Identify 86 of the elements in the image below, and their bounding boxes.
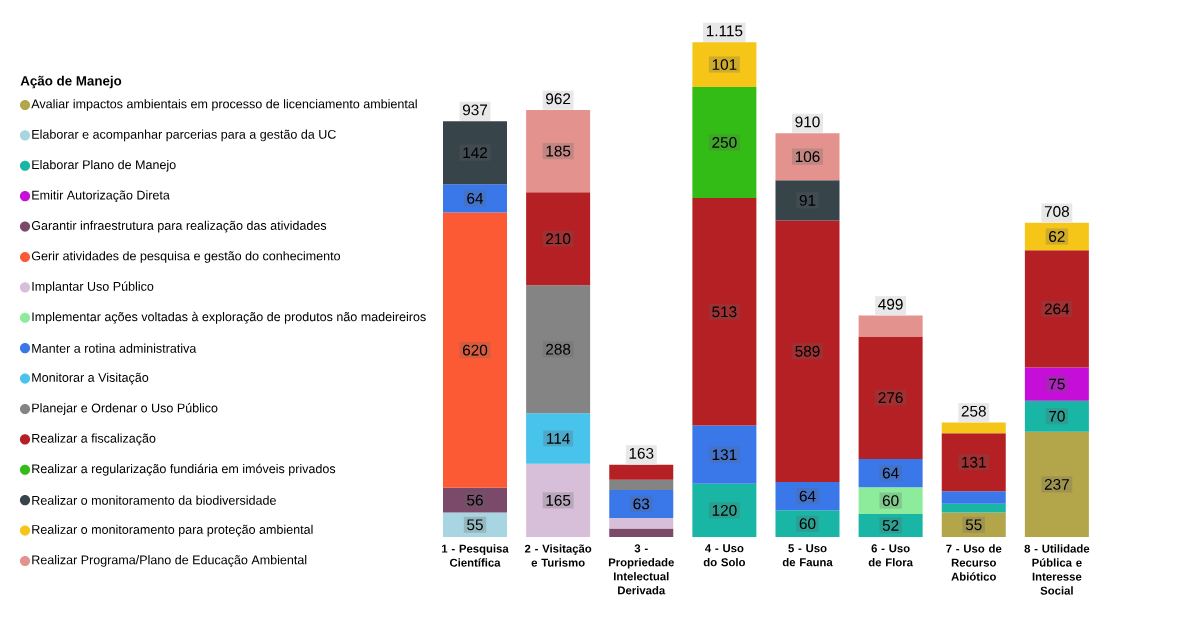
legend-label: Elaborar Plano de Manejo [32, 159, 176, 172]
total-label: 163 [629, 447, 654, 459]
data-label: 106 [795, 151, 820, 163]
data-label: 131 [712, 449, 737, 461]
data-label: 56 [467, 494, 483, 506]
bar [609, 517, 674, 529]
x-tick-label: 1 - Pesquisa Científica [442, 544, 509, 567]
bar [1024, 250, 1089, 368]
data-label: 276 [878, 392, 903, 404]
legend-label: Realizar a regularização fundiária em imóveis privados [32, 463, 336, 476]
data-label: 589 [795, 345, 820, 357]
legend-label: Avaliar impactos ambientais em processo de licenciamento ambiental [31, 99, 417, 111]
bar [858, 315, 923, 337]
x-tick-label: 2 - Visitação e Turismo [524, 544, 592, 567]
data-label: 620 [462, 344, 488, 356]
x-tick-label: 4 - Uso do Solo [703, 544, 746, 567]
x-tick-label: 6 - Uso de Flora [868, 544, 914, 567]
data-label: 91 [799, 194, 816, 206]
bar [443, 121, 508, 185]
legend-label: Monitorar a Visitação [32, 372, 149, 385]
data-label: 60 [799, 518, 816, 530]
bar [443, 212, 508, 488]
bar [692, 86, 757, 198]
bar [526, 110, 591, 193]
data-label: 55 [965, 519, 982, 531]
bar [526, 192, 591, 286]
legend-label: Implantar Uso Público [32, 281, 154, 294]
data-label: 63 [633, 498, 650, 510]
total-label: 258 [961, 405, 986, 417]
data-label: 288 [546, 343, 571, 355]
data-label: 237 [1044, 478, 1069, 490]
legend-label: Realizar Programa/Plano de Educação Ambiental [32, 555, 307, 567]
legend-label: Realizar a fiscalização [32, 433, 156, 446]
legend-label: Manter a rotina administrativa [32, 343, 197, 353]
data-label: 64 [799, 490, 816, 502]
bar [775, 220, 840, 482]
data-label: 250 [712, 137, 737, 148]
legend-label: Planejar e Ordenar o Uso Público [32, 403, 218, 415]
data-label: 185 [546, 145, 571, 157]
legend-label: Elaborar e acompanhar parcerias para a gestão da UC [32, 129, 336, 142]
data-label: 131 [962, 456, 986, 468]
bar [609, 464, 674, 480]
total-label: 962 [546, 93, 571, 105]
total-label: 1.115 [706, 25, 743, 37]
total-label: 708 [1044, 206, 1069, 217]
data-label: 210 [546, 233, 571, 245]
data-label: 64 [467, 192, 484, 204]
data-label: 70 [1049, 410, 1065, 422]
bar [858, 336, 923, 459]
data-label: 60 [882, 495, 899, 507]
data-label: 165 [546, 494, 571, 506]
bar [526, 463, 591, 537]
legend-label: Realizar o monitoramento da biodiversidade [32, 495, 276, 505]
bar [941, 491, 1006, 504]
bar [692, 197, 757, 426]
bar [1024, 431, 1089, 537]
data-label: 264 [1044, 303, 1070, 315]
legend-label: Gerir atividades de pesquisa e gestão do conhecimento [31, 251, 341, 263]
data-label: 52 [882, 520, 899, 531]
bar [941, 422, 1006, 434]
data-label: 101 [712, 59, 737, 70]
legend-label: Realizar o monitoramento para proteção ambiental [32, 524, 313, 537]
x-tick-label: 5 - Uso de Fauna [782, 544, 833, 567]
data-label: 55 [467, 519, 483, 531]
total-label: 499 [878, 298, 903, 310]
legend-label: Emitir Autorização Direta [32, 190, 170, 203]
bar [609, 479, 674, 490]
x-tick-label: 8 - Utilidade Pública e Interesse Social [1024, 544, 1090, 595]
data-label: 114 [547, 433, 570, 444]
legend-title: Ação de Manejo [20, 75, 122, 89]
bar [609, 528, 674, 537]
data-label: 513 [712, 306, 737, 318]
legend-label: Implementar ações voltadas à exploração de produtos não madeireiros [32, 311, 426, 324]
total-label: 910 [795, 116, 820, 128]
legend-label: Garantir infraestrutura para realização das atividades [31, 220, 327, 233]
data-label: 75 [1049, 378, 1065, 390]
bar [526, 285, 591, 414]
x-tick-label: 3 - Propriedade Intelectual Derivada [608, 544, 674, 595]
x-tick-label: 7 - Uso de Recurso Abiótico [946, 544, 1002, 581]
data-label: 62 [1049, 231, 1065, 242]
total-label: 937 [462, 104, 488, 116]
data-label: 64 [882, 467, 899, 479]
bar [941, 503, 1006, 513]
data-label: 142 [463, 147, 488, 159]
data-label: 120 [712, 504, 737, 516]
bar [775, 180, 840, 221]
